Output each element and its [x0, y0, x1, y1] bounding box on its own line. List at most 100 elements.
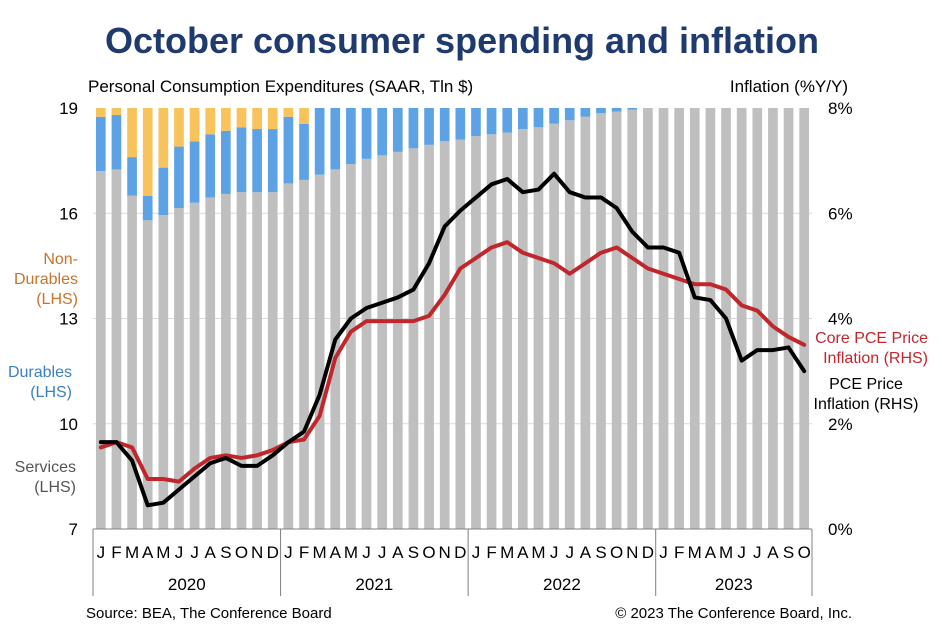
bar-durables	[424, 108, 434, 145]
month-label: J	[565, 543, 574, 562]
month-label: A	[392, 543, 404, 562]
month-label: A	[767, 543, 779, 562]
bar-durables	[471, 108, 481, 137]
month-label: D	[454, 543, 466, 562]
bar-durables	[346, 108, 356, 165]
month-label: F	[111, 543, 121, 562]
lhs-tick-label: 16	[59, 204, 78, 223]
core-pce-line	[98, 240, 807, 484]
bar-durables	[158, 167, 169, 215]
label-core-pce-line: Core PCE Price	[815, 330, 928, 347]
month-label: A	[580, 543, 592, 562]
month-label: M	[500, 543, 514, 562]
label-services-line: Services	[15, 459, 76, 476]
bar-durables	[361, 108, 372, 159]
month-label: M	[313, 543, 327, 562]
bar-durables	[299, 123, 309, 180]
bar-durables	[127, 157, 137, 196]
bar-services	[502, 132, 513, 529]
bar-services	[392, 151, 403, 529]
bar-durables	[533, 108, 544, 128]
bar-services	[611, 111, 622, 529]
month-label: O	[235, 543, 248, 562]
bar-services	[439, 141, 450, 529]
bar-durables	[330, 108, 341, 170]
bar-non-durables	[283, 108, 294, 117]
label-core-pce: Core PCE Price Inflation (RHS)	[815, 330, 928, 367]
label-non-durables-line: (LHS)	[36, 291, 78, 308]
month-label: J	[378, 543, 387, 562]
month-label: J	[175, 543, 184, 562]
bar-durables	[439, 108, 450, 142]
month-label: O	[798, 543, 811, 562]
bar-durables	[486, 108, 497, 135]
bar-durables	[502, 108, 513, 133]
bar-services	[658, 108, 669, 529]
lhs-axis-title: Personal Consumption Expenditures (SAAR,…	[88, 77, 473, 96]
month-label: D	[267, 543, 279, 562]
month-label: J	[362, 543, 371, 562]
month-label: M	[688, 543, 702, 562]
bar-services	[299, 179, 309, 530]
month-label: M	[719, 543, 733, 562]
bar-non-durables	[111, 108, 122, 116]
month-label: F	[486, 543, 496, 562]
month-label: A	[205, 543, 217, 562]
month-label: J	[97, 543, 106, 562]
lhs-tick-label: 10	[59, 415, 78, 434]
bar-services	[736, 108, 747, 529]
bar-services	[283, 183, 294, 529]
rhs-tick-label: 0%	[828, 520, 853, 539]
rhs-tick-label: 8%	[828, 99, 853, 118]
month-label: S	[783, 543, 794, 562]
bar-services	[346, 164, 356, 529]
month-label: S	[220, 543, 231, 562]
bar-non-durables	[127, 108, 137, 158]
lhs-tick-label: 7	[69, 520, 78, 539]
chart-title: October consumer spending and inflation	[105, 20, 819, 61]
label-durables-line: (LHS)	[30, 384, 72, 401]
bar-services	[674, 108, 684, 529]
copyright-note: © 2023 The Conference Board, Inc.	[615, 605, 852, 622]
bar-durables	[252, 129, 262, 193]
bar-non-durables	[95, 108, 106, 117]
month-label: F	[674, 543, 684, 562]
bar-services	[174, 207, 184, 530]
month-label: S	[408, 543, 419, 562]
bar-durables	[283, 116, 294, 184]
bar-services	[580, 116, 591, 530]
month-label: J	[472, 543, 481, 562]
bar-durables	[564, 108, 575, 121]
bar-services	[361, 158, 372, 529]
month-label: M	[344, 543, 358, 562]
bar-services	[111, 169, 122, 529]
label-non-durables-line: Non-	[43, 251, 78, 268]
bar-services	[517, 129, 528, 530]
label-non-durables-line: Durables	[14, 271, 78, 288]
bar-durables	[408, 108, 419, 149]
bar-services	[95, 171, 106, 529]
gridlines	[93, 212, 812, 425]
label-pce-line: PCE Price	[829, 376, 903, 393]
bar-non-durables	[174, 108, 184, 147]
month-label: N	[439, 543, 451, 562]
bar-services	[627, 109, 638, 529]
month-label: A	[517, 543, 529, 562]
bar-services	[142, 220, 153, 529]
bar-services	[471, 136, 481, 529]
bar-durables	[549, 108, 559, 124]
label-non-durables: Non- Durables (LHS)	[14, 251, 78, 308]
bar-services	[236, 192, 247, 529]
label-pce: PCE Price Inflation (RHS)	[814, 376, 919, 413]
bar-services	[564, 120, 575, 529]
bar-durables	[377, 108, 388, 156]
month-label: D	[642, 543, 654, 562]
month-label: O	[610, 543, 623, 562]
label-services-line: (LHS)	[34, 479, 76, 496]
label-core-pce-line: Inflation (RHS)	[823, 350, 928, 367]
month-label: J	[659, 543, 668, 562]
bar-services	[252, 192, 262, 529]
inflation-lines	[98, 171, 807, 508]
month-label: J	[753, 543, 762, 562]
